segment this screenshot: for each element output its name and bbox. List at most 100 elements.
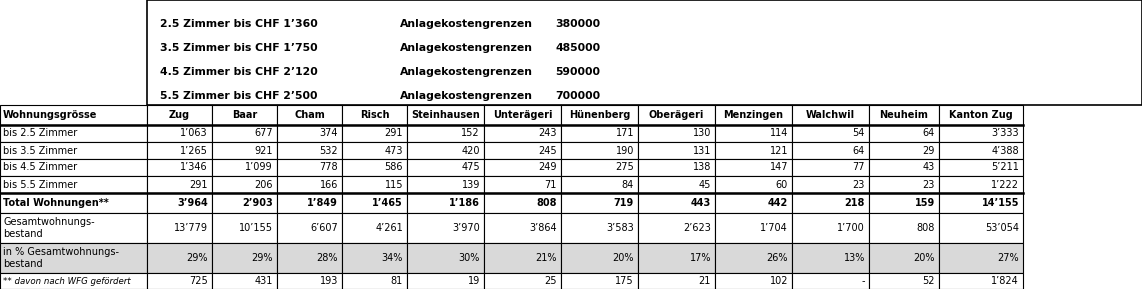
Text: 420: 420 [461,145,480,155]
Text: 71: 71 [545,179,557,190]
Bar [939,105,1023,125]
Bar [0,0,147,105]
Bar [561,176,638,193]
Text: 3’864: 3’864 [530,223,557,233]
Text: 532: 532 [320,145,338,155]
Text: 4.5 Zimmer bis CHF 2’120: 4.5 Zimmer bis CHF 2’120 [160,67,317,77]
Text: ** davon nach WFG gefördert: ** davon nach WFG gefördert [3,277,130,286]
Text: 3’964: 3’964 [177,198,208,208]
Bar [0,159,147,176]
Bar [793,142,869,159]
Bar [147,125,212,142]
Bar [212,213,278,243]
Bar [147,105,212,125]
Bar [407,273,484,289]
Text: 29%: 29% [186,253,208,263]
Bar [484,213,561,243]
Text: 5’211: 5’211 [991,162,1019,173]
Text: 25: 25 [545,276,557,286]
Text: -: - [861,276,864,286]
Text: Neuheim: Neuheim [879,110,928,120]
Text: 43: 43 [923,162,935,173]
Bar [341,142,407,159]
Text: 19: 19 [468,276,480,286]
Bar [0,105,147,125]
Bar [715,125,793,142]
Bar [341,176,407,193]
Text: Baar: Baar [232,110,257,120]
Bar [407,142,484,159]
Text: 52: 52 [923,276,935,286]
Bar [561,159,638,176]
Bar [939,213,1023,243]
Bar [939,159,1023,176]
Text: 677: 677 [255,129,273,138]
Text: Risch: Risch [360,110,389,120]
Text: 921: 921 [255,145,273,155]
Text: 28%: 28% [316,253,338,263]
Bar [561,142,638,159]
Text: 443: 443 [691,198,711,208]
Bar [278,142,341,159]
Text: 2’623: 2’623 [683,223,711,233]
Text: 13’779: 13’779 [174,223,208,233]
Bar [407,125,484,142]
Text: 115: 115 [385,179,403,190]
Text: 34%: 34% [381,253,403,263]
Bar [793,193,869,213]
Bar [484,125,561,142]
Text: 1’849: 1’849 [307,198,338,208]
Text: 29%: 29% [251,253,273,263]
Bar [939,243,1023,273]
Bar [341,105,407,125]
Text: 26%: 26% [766,253,788,263]
Text: Cham: Cham [295,110,324,120]
Text: 719: 719 [613,198,634,208]
Bar [212,125,278,142]
Text: 374: 374 [320,129,338,138]
Bar [147,142,212,159]
Bar [715,213,793,243]
Text: 13%: 13% [844,253,864,263]
Bar [407,243,484,273]
Bar [0,125,147,142]
Text: 114: 114 [770,129,788,138]
Text: 121: 121 [770,145,788,155]
Bar [793,213,869,243]
Bar [212,193,278,213]
Text: 45: 45 [699,179,711,190]
Bar [715,243,793,273]
Bar [407,176,484,193]
Bar [147,273,212,289]
Bar [147,176,212,193]
Text: 23: 23 [853,179,864,190]
Text: 5.5 Zimmer bis CHF 2’500: 5.5 Zimmer bis CHF 2’500 [160,91,317,101]
Bar [939,193,1023,213]
Bar [638,273,715,289]
Bar [484,142,561,159]
Bar [793,125,869,142]
Text: Anlagekostengrenzen: Anlagekostengrenzen [400,19,533,29]
Bar [278,105,341,125]
Bar [869,125,939,142]
Bar [341,243,407,273]
Text: 64: 64 [853,145,864,155]
Bar [278,176,341,193]
Text: 1’222: 1’222 [991,179,1019,190]
Text: Hünenberg: Hünenberg [569,110,630,120]
Text: 586: 586 [385,162,403,173]
Bar [793,243,869,273]
Text: 152: 152 [461,129,480,138]
Text: 1’824: 1’824 [991,276,1019,286]
Text: 14’155: 14’155 [981,198,1019,208]
Bar [407,213,484,243]
Text: 3’970: 3’970 [452,223,480,233]
Bar [793,159,869,176]
Text: 3.5 Zimmer bis CHF 1’750: 3.5 Zimmer bis CHF 1’750 [160,43,317,53]
Text: Steinhausen: Steinhausen [411,110,480,120]
Text: Oberägeri: Oberägeri [649,110,705,120]
Bar [341,273,407,289]
Bar [869,159,939,176]
Bar [484,193,561,213]
Text: 77: 77 [852,162,864,173]
